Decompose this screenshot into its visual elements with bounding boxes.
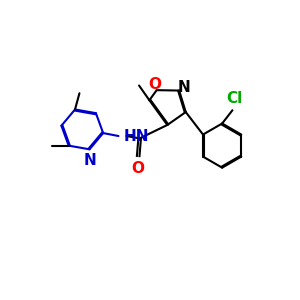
Text: O: O bbox=[132, 161, 145, 176]
Text: N: N bbox=[178, 80, 191, 95]
Text: N: N bbox=[83, 153, 96, 168]
Text: Cl: Cl bbox=[226, 91, 242, 106]
Text: HN: HN bbox=[124, 128, 149, 143]
Text: O: O bbox=[148, 77, 161, 92]
